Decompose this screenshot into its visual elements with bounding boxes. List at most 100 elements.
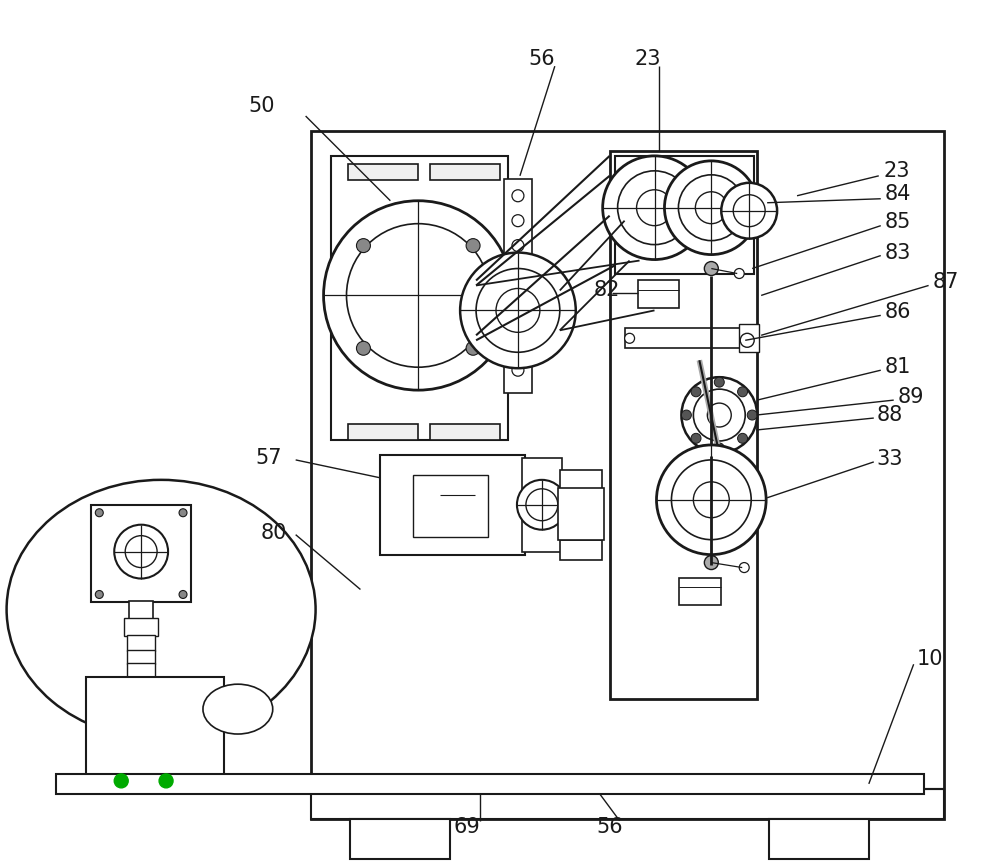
Bar bbox=[558, 488, 604, 540]
Circle shape bbox=[526, 489, 558, 521]
Circle shape bbox=[691, 434, 701, 443]
Circle shape bbox=[512, 289, 524, 302]
Bar bbox=[311, 789, 944, 819]
Text: 82: 82 bbox=[594, 281, 620, 301]
Circle shape bbox=[179, 590, 187, 599]
Text: 56: 56 bbox=[529, 49, 555, 69]
Bar bbox=[348, 164, 418, 180]
Circle shape bbox=[625, 334, 635, 343]
Circle shape bbox=[512, 190, 524, 201]
Bar bbox=[413, 475, 488, 537]
Circle shape bbox=[512, 340, 524, 352]
Text: 56: 56 bbox=[596, 816, 623, 836]
Bar bbox=[560, 540, 602, 560]
Circle shape bbox=[695, 192, 727, 224]
Circle shape bbox=[707, 403, 731, 427]
Circle shape bbox=[693, 482, 729, 518]
Bar bbox=[127, 635, 155, 651]
Bar bbox=[380, 455, 525, 555]
Text: 23: 23 bbox=[884, 161, 910, 181]
Circle shape bbox=[704, 262, 718, 276]
Circle shape bbox=[664, 161, 758, 255]
Circle shape bbox=[739, 562, 749, 573]
Bar bbox=[350, 819, 450, 859]
Bar bbox=[127, 664, 155, 678]
Circle shape bbox=[681, 378, 757, 453]
Circle shape bbox=[747, 410, 757, 420]
Bar bbox=[522, 458, 562, 551]
Text: 69: 69 bbox=[454, 816, 480, 836]
Circle shape bbox=[691, 387, 701, 397]
Bar bbox=[91, 505, 191, 602]
Text: 57: 57 bbox=[256, 448, 282, 468]
Text: 87: 87 bbox=[933, 272, 959, 293]
Circle shape bbox=[517, 480, 567, 530]
Circle shape bbox=[512, 214, 524, 226]
Circle shape bbox=[618, 171, 691, 245]
Circle shape bbox=[637, 190, 672, 226]
Text: 88: 88 bbox=[877, 405, 903, 425]
Circle shape bbox=[356, 238, 370, 252]
Circle shape bbox=[179, 509, 187, 517]
Text: 86: 86 bbox=[885, 302, 911, 322]
Circle shape bbox=[721, 183, 777, 238]
Text: 81: 81 bbox=[885, 357, 911, 378]
Bar bbox=[129, 601, 153, 619]
Circle shape bbox=[114, 524, 168, 579]
Bar bbox=[430, 164, 500, 180]
Text: 85: 85 bbox=[885, 212, 911, 232]
Bar bbox=[679, 577, 721, 606]
Circle shape bbox=[460, 252, 576, 368]
Bar bbox=[311, 131, 944, 819]
Circle shape bbox=[324, 200, 513, 391]
Bar bbox=[638, 281, 679, 308]
Bar bbox=[504, 179, 532, 393]
Bar bbox=[610, 151, 757, 699]
Circle shape bbox=[738, 434, 748, 443]
Circle shape bbox=[704, 556, 718, 569]
Circle shape bbox=[714, 378, 724, 387]
Circle shape bbox=[512, 264, 524, 276]
Circle shape bbox=[733, 194, 765, 226]
Text: 10: 10 bbox=[917, 649, 943, 670]
Text: 50: 50 bbox=[249, 96, 275, 116]
Circle shape bbox=[95, 590, 103, 599]
Circle shape bbox=[476, 269, 560, 353]
Bar bbox=[625, 328, 744, 348]
Circle shape bbox=[734, 269, 744, 278]
Circle shape bbox=[466, 238, 480, 252]
Ellipse shape bbox=[203, 684, 273, 734]
Circle shape bbox=[681, 410, 691, 420]
Bar bbox=[430, 424, 500, 440]
Ellipse shape bbox=[7, 480, 316, 739]
Text: 89: 89 bbox=[898, 387, 924, 407]
Circle shape bbox=[125, 536, 157, 568]
Circle shape bbox=[671, 460, 751, 540]
Bar bbox=[331, 156, 508, 440]
Text: 23: 23 bbox=[634, 49, 661, 69]
Circle shape bbox=[346, 224, 490, 367]
Bar bbox=[739, 324, 759, 353]
Circle shape bbox=[693, 389, 745, 441]
Bar bbox=[615, 156, 754, 274]
Circle shape bbox=[714, 443, 724, 453]
Circle shape bbox=[740, 334, 754, 347]
Circle shape bbox=[114, 774, 128, 788]
Circle shape bbox=[356, 341, 370, 355]
Bar bbox=[560, 470, 602, 490]
Circle shape bbox=[512, 314, 524, 327]
Bar bbox=[124, 619, 158, 637]
Bar bbox=[127, 651, 155, 664]
Bar bbox=[56, 774, 924, 794]
Circle shape bbox=[603, 156, 706, 259]
Text: 83: 83 bbox=[885, 243, 911, 263]
Circle shape bbox=[678, 175, 744, 240]
Circle shape bbox=[466, 341, 480, 355]
Circle shape bbox=[512, 365, 524, 376]
Circle shape bbox=[656, 445, 766, 555]
Text: 80: 80 bbox=[261, 523, 287, 543]
Circle shape bbox=[496, 289, 540, 333]
Circle shape bbox=[512, 239, 524, 251]
Bar bbox=[348, 424, 418, 440]
Text: 33: 33 bbox=[877, 449, 903, 469]
